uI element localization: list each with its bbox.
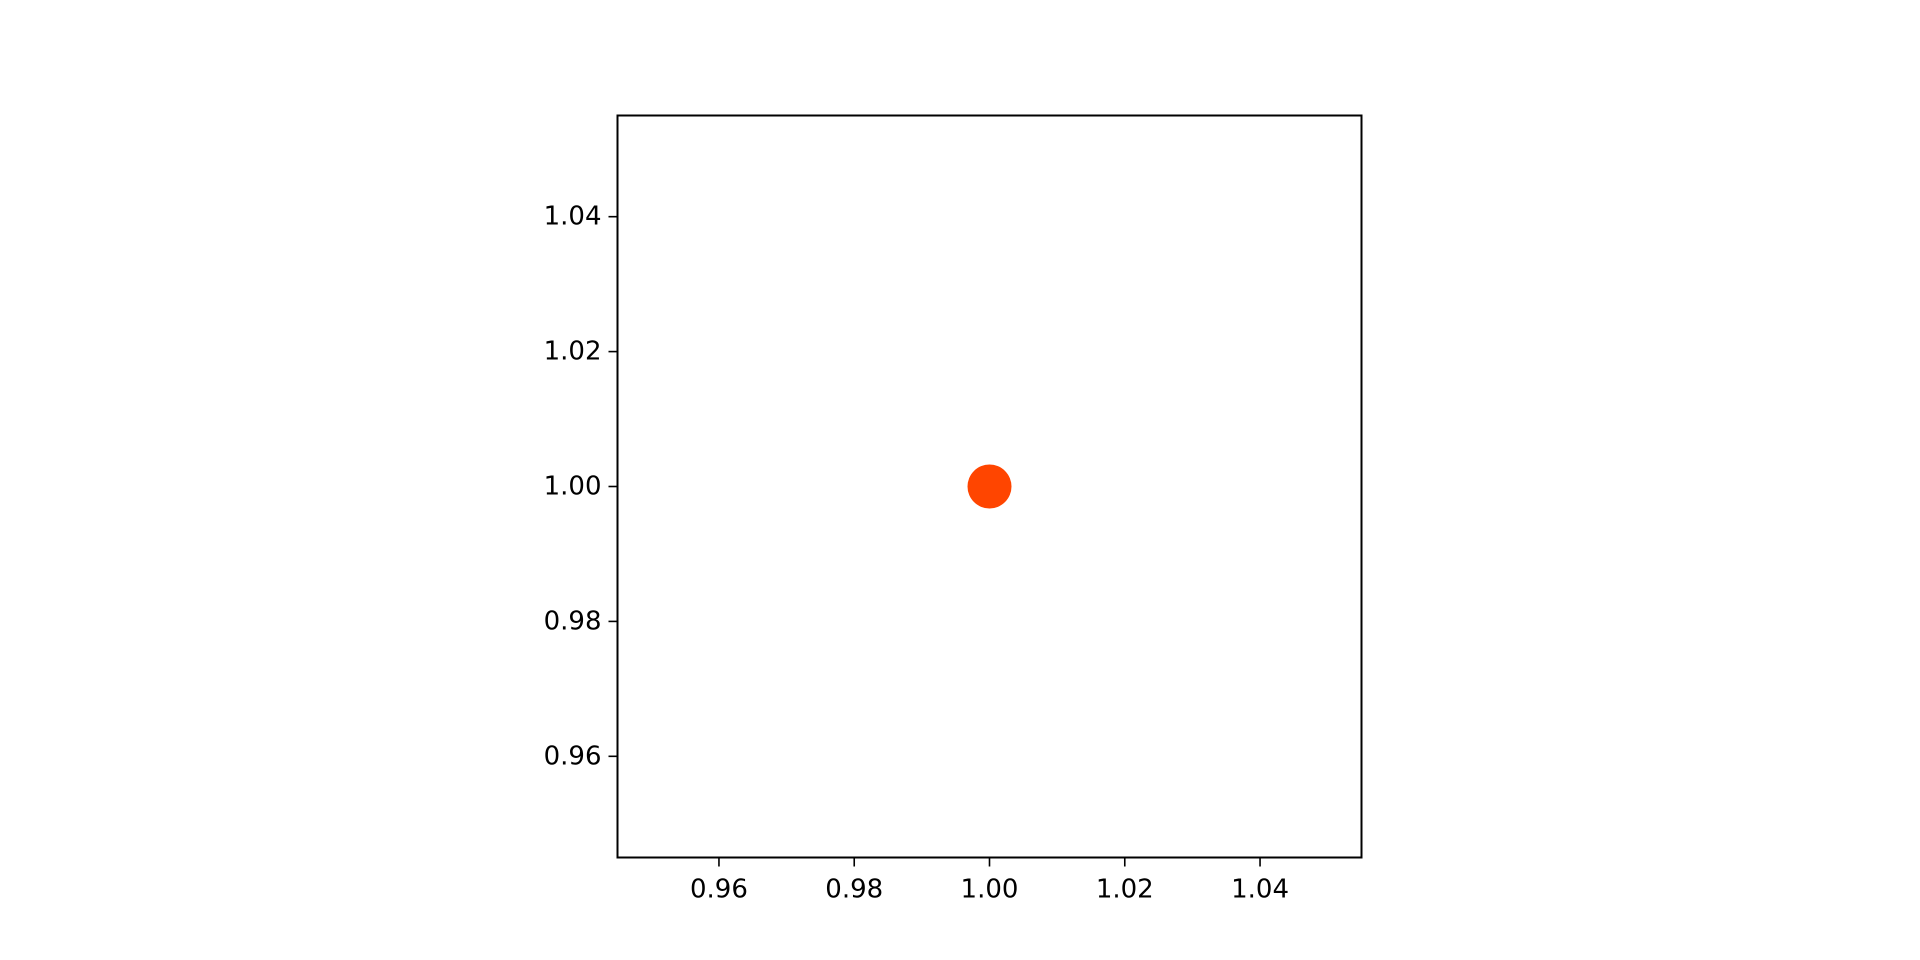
y-tick-label: 0.98 [544,606,602,636]
y-tick-label: 1.00 [544,472,602,502]
y-axis-ticks: 0.96 0.98 1.00 1.02 1.04 [544,202,618,771]
x-axis-ticks: 0.96 0.98 1.00 1.02 1.04 [690,857,1289,905]
x-tick-label: 0.98 [825,875,883,905]
y-tick-label: 1.02 [544,337,602,367]
data-point [967,464,1012,509]
y-tick-label: 1.04 [544,202,602,232]
y-tick-label: 0.96 [544,741,602,771]
x-tick-label: 1.02 [1096,875,1154,905]
data-points [967,464,1012,509]
plot-area-frame [616,114,1363,859]
x-tick-label: 1.00 [961,875,1019,905]
x-tick-label: 1.04 [1231,875,1289,905]
x-tick-label: 0.96 [690,875,748,905]
